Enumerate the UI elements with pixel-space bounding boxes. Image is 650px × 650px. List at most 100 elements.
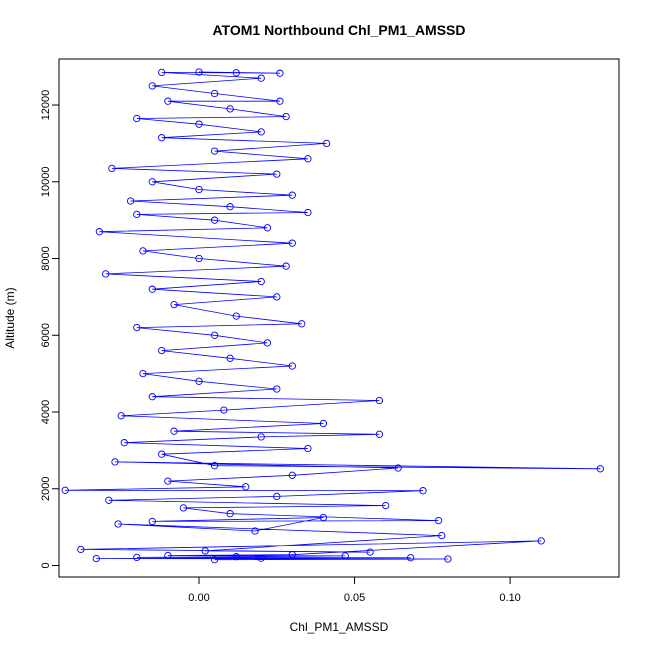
- data-point: [273, 492, 281, 501]
- data-point: [158, 134, 166, 142]
- y-tick-label: 10000: [40, 166, 52, 197]
- data-point: [201, 547, 209, 555]
- data-point: [210, 462, 219, 470]
- data-point: [304, 208, 312, 217]
- data-point: [111, 458, 119, 466]
- data-point: [322, 139, 331, 148]
- data-point: [276, 69, 284, 77]
- data-point: [438, 531, 446, 540]
- data-point: [210, 556, 219, 564]
- data-point: [304, 155, 312, 163]
- data-point: [288, 239, 296, 247]
- data-point: [232, 312, 240, 320]
- data-point: [257, 277, 265, 286]
- data-point: [148, 178, 156, 186]
- data-point: [210, 216, 219, 224]
- data-point: [179, 504, 188, 512]
- data-point: [158, 68, 166, 77]
- x-axis: 0.00 0.05 0.10: [188, 577, 521, 604]
- data-point: [195, 377, 203, 385]
- y-axis: 0 2000 4000 6000 8000 10000 12000: [40, 90, 59, 569]
- data-point: [195, 254, 203, 263]
- data-point: [114, 520, 122, 528]
- x-tick-label: 0.10: [499, 592, 520, 604]
- data-point: [263, 339, 272, 347]
- data-point: [120, 439, 128, 447]
- data-point: [375, 430, 384, 438]
- data-point: [92, 554, 100, 563]
- data-point: [341, 552, 349, 560]
- data-point: [319, 513, 328, 522]
- y-axis-label: Altitude (m): [3, 287, 17, 348]
- chart-title: ATOM1 Northbound Chl_PM1_AMSSD: [212, 22, 465, 38]
- data-point: [232, 69, 240, 77]
- data-point: [61, 486, 69, 494]
- data-point: [257, 74, 265, 82]
- data-point: [77, 545, 85, 554]
- data-point: [257, 554, 265, 562]
- data-point: [126, 197, 135, 205]
- data-point: [282, 112, 290, 121]
- data-point: [288, 471, 296, 479]
- data-point: [257, 128, 265, 136]
- data-point: [394, 464, 402, 472]
- data-point: [133, 323, 141, 332]
- y-tick-label: 4000: [40, 400, 52, 424]
- data-point: [282, 262, 290, 270]
- data-point: [298, 320, 306, 328]
- data-point: [257, 433, 265, 441]
- data-point: [226, 105, 234, 113]
- y-tick-label: 8000: [40, 246, 52, 270]
- data-point: [406, 554, 415, 562]
- data-point: [108, 164, 116, 173]
- data-point: [102, 270, 110, 278]
- data-point: [288, 191, 296, 199]
- data-point: [366, 548, 374, 556]
- data-point: [148, 82, 156, 90]
- data-point: [133, 553, 141, 562]
- series-line: [65, 71, 601, 561]
- data-point: [596, 465, 604, 473]
- x-tick-label: 0.00: [188, 592, 209, 604]
- data-point: [210, 147, 219, 155]
- data-point: [251, 527, 259, 535]
- data-point: [276, 97, 284, 105]
- data-point: [375, 396, 384, 405]
- data-point: [148, 285, 156, 293]
- data-point: [148, 517, 156, 526]
- data-point: [288, 362, 296, 370]
- data-point: [133, 114, 141, 123]
- data-point: [195, 120, 203, 128]
- data-point: [195, 185, 203, 194]
- data-point: [164, 97, 172, 105]
- data-point: [105, 496, 113, 504]
- plot-frame: [58, 58, 620, 578]
- data-point: [220, 406, 228, 414]
- data-point: [273, 293, 281, 301]
- data-point: [164, 477, 172, 485]
- data-point: [133, 210, 141, 219]
- data-point: [210, 89, 219, 98]
- y-tick-label: 2000: [40, 477, 52, 501]
- data-point: [139, 369, 147, 378]
- data-point: [117, 412, 125, 420]
- data-point: [273, 385, 281, 393]
- data-point: [95, 228, 104, 236]
- y-tick-label: 6000: [40, 323, 52, 347]
- data-point: [319, 419, 328, 428]
- data-point: [232, 553, 240, 561]
- data-point: [242, 483, 250, 491]
- data-point: [288, 551, 296, 559]
- data-point: [419, 487, 427, 495]
- data-point: [139, 247, 147, 255]
- data-point: [195, 68, 203, 76]
- data-point: [164, 551, 172, 560]
- data-point: [226, 203, 234, 211]
- y-tick-label: 12000: [40, 90, 52, 121]
- data-point: [444, 555, 452, 563]
- data-point: [434, 516, 443, 525]
- data-point: [273, 170, 281, 178]
- data-point: [210, 331, 219, 339]
- y-tick-label: 0: [40, 562, 52, 568]
